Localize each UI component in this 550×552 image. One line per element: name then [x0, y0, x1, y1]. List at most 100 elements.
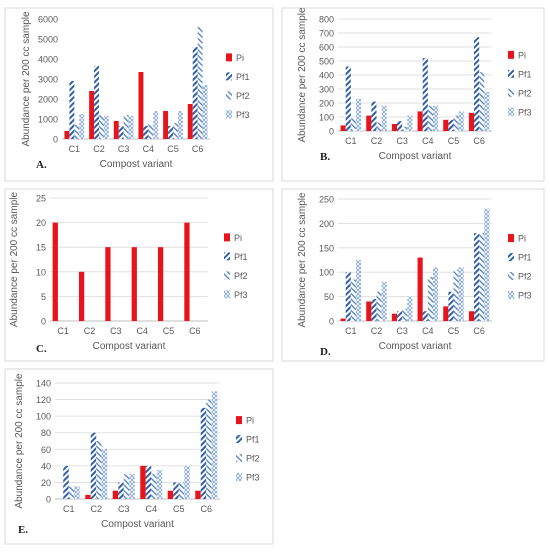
- bar-pf2-c2: [99, 115, 104, 139]
- y-tick-label: 100: [319, 268, 334, 278]
- x-tick-label: C2: [93, 144, 105, 154]
- legend-label-pi: Pi: [518, 50, 526, 60]
- legend-label-pi: Pi: [518, 234, 526, 244]
- y-axis-title: Abundance per 200 cc sample: [297, 192, 308, 328]
- x-tick-label: C1: [345, 326, 357, 336]
- y-tick-label: 20: [36, 218, 46, 228]
- bar-pf1-c5: [448, 119, 454, 131]
- legend-swatch-pi: [508, 50, 514, 59]
- x-tick-label: C3: [396, 326, 408, 336]
- bar-pf3-c1: [79, 114, 85, 139]
- chart-panel-b: 0 100 200 300 400 500 600 700 800 C1 C2 C3 C4 C5 C6 Com…: [281, 7, 545, 182]
- x-tick-label: C5: [173, 504, 185, 514]
- legend-label-pf1: Pf1: [234, 252, 248, 262]
- y-tick-label: 2000: [38, 95, 58, 105]
- bar-pf1-c3: [397, 311, 403, 321]
- y-tick-label: 5000: [38, 35, 58, 45]
- bar-pf3-c2: [103, 116, 109, 139]
- bar-pf1-c6: [474, 37, 480, 132]
- bar-pi-c6: [195, 490, 201, 499]
- bar-pf2-c1: [350, 118, 356, 131]
- x-axis-title: Compost variant: [379, 151, 452, 162]
- y-tick-label: 120: [36, 395, 51, 405]
- legend-label-pf3: Pf3: [518, 291, 532, 301]
- bar-pf2-c5: [453, 115, 459, 131]
- bar-pi-c1: [340, 125, 346, 131]
- x-tick-label: C6: [473, 326, 485, 336]
- y-tick-label: 5: [41, 292, 46, 302]
- bar-pf1-c6: [474, 233, 480, 321]
- y-tick-label: 400: [319, 71, 334, 81]
- y-tick-label: 0: [53, 135, 58, 145]
- x-tick-label: C3: [110, 326, 122, 336]
- legend-swatch-pf2: [226, 91, 232, 100]
- x-tick-label: C4: [422, 326, 434, 336]
- x-tick-label: C5: [448, 326, 460, 336]
- legend-label-pf2: Pf2: [234, 271, 248, 281]
- bar-pf2-c4: [427, 105, 433, 131]
- bar-pi-c2: [85, 494, 91, 499]
- legend-swatch-pf1: [508, 253, 514, 262]
- bar-pf3-c6: [484, 208, 490, 321]
- bar-pi-c2: [89, 91, 95, 139]
- legend-swatch-pf3: [226, 110, 232, 119]
- bar-pf2-c4: [151, 474, 157, 499]
- legend-swatch-pf1: [224, 252, 230, 261]
- x-axis-title: Compost variant: [93, 341, 166, 352]
- legend-swatch-pf3: [508, 291, 514, 300]
- x-tick-label: C3: [118, 504, 130, 514]
- y-tick-label: 50: [324, 292, 334, 302]
- y-axis-title: Abundance per 200 cc sample: [21, 11, 32, 147]
- bar-pf1-c2: [90, 432, 97, 499]
- y-tick-label: 20: [41, 478, 51, 488]
- bar-pf3-c3: [407, 115, 413, 131]
- x-tick-label: C1: [63, 504, 75, 514]
- bar-pf1-c4: [422, 58, 428, 132]
- y-tick-label: 700: [319, 29, 334, 39]
- panel-border: [281, 188, 545, 362]
- panel-border: [4, 368, 274, 545]
- bar-pf2-c2: [376, 122, 382, 131]
- bar-pi-c2: [78, 271, 85, 321]
- legend-label-pf3: Pf3: [246, 473, 260, 483]
- y-tick-label: 15: [36, 243, 46, 253]
- x-tick-label: C6: [189, 326, 201, 336]
- y-tick-label: 4000: [38, 55, 58, 65]
- bar-pf3-c2: [381, 281, 387, 321]
- bar-pi-c3: [112, 490, 119, 499]
- y-tick-label: 200: [319, 219, 334, 229]
- bar-pf1-c5: [168, 126, 173, 139]
- x-tick-label: C6: [192, 144, 204, 154]
- bar-pi-c3: [105, 247, 111, 321]
- bar-pf3-c5: [458, 267, 464, 321]
- x-axis-title: Compost variant: [379, 341, 452, 352]
- panel-label: E.: [18, 524, 28, 536]
- bar-pi-c4: [140, 465, 146, 499]
- legend-swatch-pf3: [508, 107, 514, 116]
- y-tick-label: 250: [319, 195, 334, 205]
- bar-pf1-c4: [145, 465, 152, 499]
- panel-label: C.: [36, 343, 47, 355]
- legend-swatch-pf1: [226, 72, 232, 81]
- bar-pf2-c3: [402, 126, 408, 131]
- x-tick-label: C4: [145, 504, 157, 514]
- y-tick-label: 3000: [38, 75, 58, 85]
- x-tick-label: C6: [200, 504, 212, 514]
- legend-swatch-pi: [224, 233, 230, 242]
- bar-pf2-c4: [427, 277, 433, 321]
- bar-pi-c6: [468, 311, 475, 321]
- y-tick-label: 800: [319, 15, 334, 25]
- bar-pf3-c2: [101, 449, 108, 499]
- legend-label-pf1: Pf1: [518, 69, 532, 79]
- y-tick-label: 200: [319, 99, 334, 109]
- bar-pf2-c6: [479, 72, 485, 131]
- x-tick-label: C2: [371, 326, 383, 336]
- chart-panel-c: 0 5 10 15 20 25 C1 C2 C3 C4 C5 C6 Compost variant Abu…: [4, 188, 274, 362]
- y-tick-label: 0: [46, 495, 51, 505]
- x-tick-label: C4: [143, 144, 155, 154]
- panel-label: D.: [320, 346, 331, 358]
- bar-pf1-c5: [448, 291, 454, 321]
- y-tick-label: 500: [319, 57, 334, 67]
- legend-label-pf1: Pf1: [518, 253, 532, 263]
- bar-pf3-c1: [74, 486, 80, 499]
